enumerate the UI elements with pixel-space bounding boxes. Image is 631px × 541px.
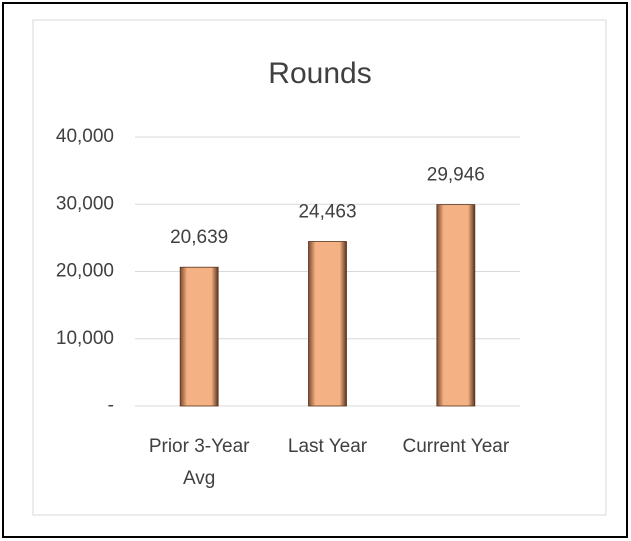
y-tick-label: 40,000: [56, 126, 114, 147]
bar: [436, 204, 476, 407]
value-label: 20,639: [170, 227, 228, 248]
x-tick-label: Prior 3-Year Avg: [148, 436, 250, 489]
y-tick-label: 10,000: [56, 328, 114, 349]
y-tick-label: 20,000: [56, 261, 114, 282]
value-label: 24,463: [298, 202, 356, 223]
chart-title: Rounds: [268, 57, 371, 90]
value-label: 29,946: [427, 165, 485, 186]
x-tick-label: Current Year: [402, 436, 510, 457]
x-tick-label: Last Year: [287, 436, 368, 457]
y-tick-label: -: [108, 395, 114, 416]
bar: [179, 266, 219, 407]
bar: [308, 241, 347, 407]
y-tick-label: 30,000: [56, 193, 114, 214]
